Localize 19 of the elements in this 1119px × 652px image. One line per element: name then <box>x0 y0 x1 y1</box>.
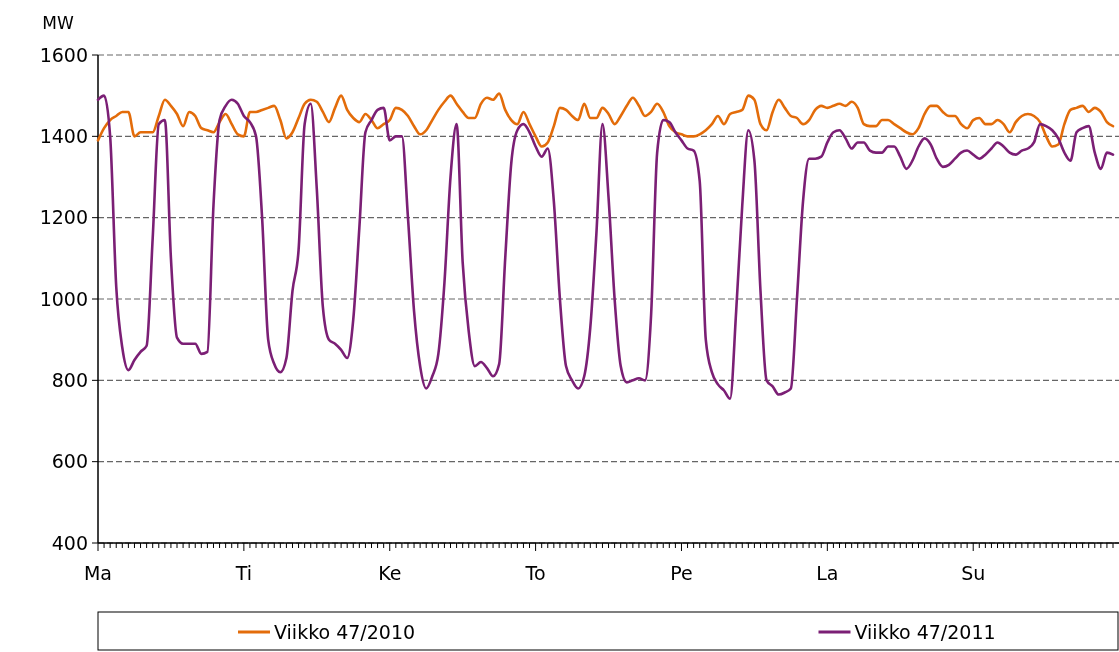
x-tick-label: Ti <box>234 562 253 584</box>
y-tick-label: 600 <box>51 450 88 473</box>
line-series <box>96 92 1115 148</box>
y-tick-label: 400 <box>51 531 88 554</box>
y-tick-label: 1400 <box>39 124 88 147</box>
y-tick-label: 800 <box>51 368 88 391</box>
y-tick-label: 1000 <box>39 287 88 310</box>
y-axis-title: MW <box>42 13 74 33</box>
legend-label: Viikko 47/2010 <box>274 620 416 643</box>
x-tick-label: Ma <box>83 562 113 584</box>
y-tick-label: 1200 <box>39 206 88 229</box>
x-tick-label: Pe <box>670 562 693 584</box>
x-tick-label: La <box>816 562 839 584</box>
line-series <box>96 94 1115 400</box>
x-tick-label: To <box>524 562 546 584</box>
legend-label: Viikko 47/2011 <box>854 620 996 643</box>
y-tick-label: 1600 <box>39 43 88 66</box>
x-tick-label: Su <box>961 562 986 584</box>
x-tick-label: Ke <box>378 562 402 584</box>
